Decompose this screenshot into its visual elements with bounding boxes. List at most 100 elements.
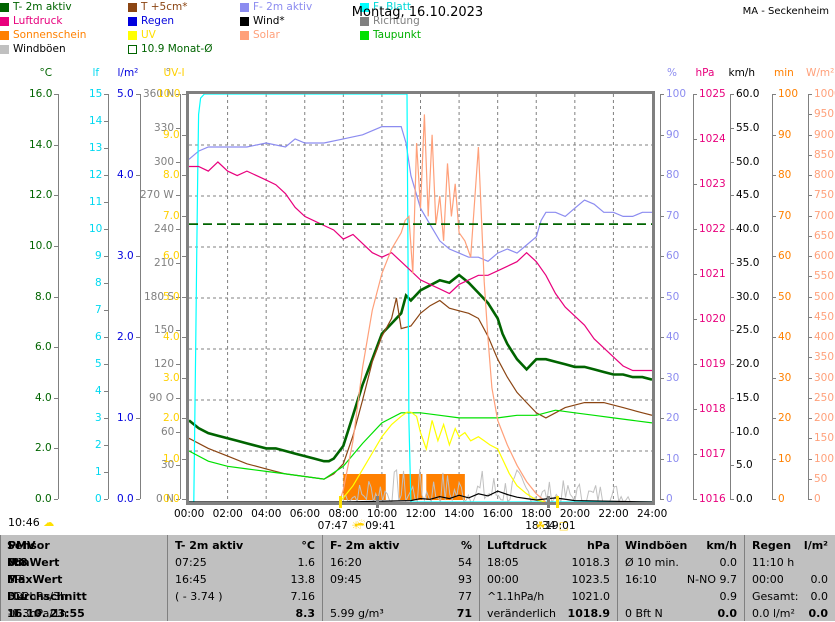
row-value: 54	[458, 556, 472, 569]
time-tick-label: 10:00	[366, 508, 398, 520]
axis-tick-mark	[693, 229, 697, 230]
legend-item-sonnenschein[interactable]: Sonnenschein	[0, 29, 128, 41]
axis-tick-direction: 240	[154, 223, 175, 235]
legend-swatch-icon	[0, 16, 9, 26]
axis-tick-mark	[693, 139, 697, 140]
axis-unit-uv-index: UV-I	[163, 67, 185, 79]
axis-tick-sunshine: 30	[778, 372, 792, 384]
axis-tick-celsius: 14.0	[29, 139, 53, 151]
axis-tick-mark	[104, 121, 108, 122]
axis-tick-mark	[182, 216, 186, 217]
axis-tick-rain: 0.0	[117, 493, 134, 505]
axis-tick-pressure: 1019	[699, 358, 726, 370]
summary-table: Sensor MinWert MaxWert Durchschnitt 16.10. 2…	[0, 534, 835, 621]
marker-label: 07:47	[317, 520, 348, 532]
axis-line-solar	[808, 94, 809, 499]
row-label: 11:10 h	[752, 556, 795, 569]
axis-line-celsius	[58, 94, 59, 499]
legend-item-t-plus-5cm[interactable]: T +5cm*	[128, 1, 240, 13]
axis-tick-uv-index: 8.0	[163, 169, 180, 181]
axis-tick-percent: 80	[666, 169, 680, 181]
axis-tick-mark	[693, 319, 697, 320]
axis-tick-mark	[693, 409, 697, 410]
rain-column: Regen l/m² 11:10 h 00:00 0.0 Gesamt: 0.0 0.0 l/…	[744, 535, 835, 621]
legend-item-richtung[interactable]: Richtung	[360, 15, 470, 27]
time-tick-label: 04:00	[251, 508, 282, 520]
row-label: 0.0 l/m²	[752, 607, 795, 620]
row-value: 0.0	[719, 556, 738, 569]
table-row: MaxWert	[0, 571, 167, 588]
row-value: 0.0	[717, 607, 738, 620]
axis-tick-sunshine: 40	[778, 331, 792, 343]
axis-tick-percent: 10	[666, 453, 680, 465]
column-header-label: PMV 0:8	[8, 539, 36, 569]
column-header-label: F- 2m aktiv	[330, 539, 400, 552]
legend-item-regen[interactable]: Regen	[128, 15, 240, 27]
legend-swatch-icon	[360, 30, 369, 40]
axis-tick-mark	[104, 94, 108, 95]
legend-item-solar[interactable]: Solar	[240, 29, 360, 41]
legend-item-luftdruck[interactable]: Luftdruck	[0, 15, 128, 27]
axis-tick-mark	[772, 216, 776, 217]
column-header-label: T- 2m aktiv	[175, 539, 244, 552]
plot-canvas[interactable]	[189, 94, 652, 502]
legend-item-wind[interactable]: Wind*	[240, 15, 360, 27]
legend-swatch-icon	[240, 2, 249, 12]
axis-tick-celsius: 0.0	[35, 493, 52, 505]
row-value: 1018.9	[567, 607, 610, 620]
legend-item-uv[interactable]: UV	[128, 29, 240, 41]
legend-item-f-2m-aktiv[interactable]: F- 2m aktiv	[240, 1, 360, 13]
legend-item-taupunkt[interactable]: Taupunkt	[360, 29, 470, 41]
series-F- Blatt	[189, 94, 652, 502]
axis-tick-mark	[808, 317, 812, 318]
axis-line-direction	[180, 94, 181, 499]
table-row: MinWert	[0, 554, 167, 571]
axis-tick-uv-index: 7.0	[163, 210, 180, 222]
axis-tick-windspeed: 55.0	[736, 122, 760, 134]
legend-swatch-icon	[360, 16, 369, 26]
axis-unit-rain: l/m²	[117, 67, 139, 79]
axis-tick-mark	[730, 229, 734, 230]
axis-tick-mark	[104, 310, 108, 311]
axis-tick-humidity: 6	[95, 331, 102, 343]
axis-tick-mark	[136, 94, 140, 95]
axis-tick-solar: 950	[814, 108, 835, 120]
legend-item-t-2m-aktiv[interactable]: T- 2m aktiv	[0, 1, 128, 13]
axis-tick-humidity: 0	[95, 493, 102, 505]
axis-tick-percent: 60	[666, 250, 680, 262]
legend-swatch-icon	[128, 44, 137, 54]
legend-item-monats-mittel[interactable]: 10.9 Monat-Ø	[128, 43, 240, 55]
table-row: 09:45 93	[323, 571, 479, 588]
axis-tick-rain: 3.0	[117, 250, 134, 262]
axis-tick-uv-index: 1.0	[163, 453, 180, 465]
axis-tick-mark	[772, 499, 776, 500]
umbrella-icon: ☔	[355, 520, 366, 532]
axis-tick-mark	[176, 229, 180, 230]
axis-tick-windspeed: 50.0	[736, 156, 760, 168]
pressure-column: Luftdruck hPa 18:05 1018.3 00:00 1023.5 ^1.1hP…	[479, 535, 617, 621]
axis-unit-windspeed: km/h	[728, 67, 756, 79]
axis-tick-celsius: 12.0	[29, 189, 53, 201]
axis-tick-mark	[104, 202, 108, 203]
daylight-marker-tick	[375, 496, 379, 508]
table-row: 0.0 l/m² 0.0	[745, 605, 835, 622]
axis-tick-mark	[660, 216, 664, 217]
daylight-marker: ☔09:41	[356, 520, 396, 532]
axis-tick-mark	[136, 499, 140, 500]
legend-item-f-blatt[interactable]: F- Blatt	[360, 1, 470, 13]
axis-tick-mark	[772, 94, 776, 95]
axis-tick-windspeed: 10.0	[736, 426, 760, 438]
axis-tick-mark	[730, 330, 734, 331]
table-row: Gesamt: 0.0	[745, 588, 835, 605]
axis-tick-mark	[54, 499, 58, 500]
time-tick-label: 00:00	[174, 508, 205, 520]
axis-tick-solar: 100	[814, 453, 835, 465]
axis-tick-humidity: 14	[89, 115, 103, 127]
cloud-icon: ☁	[43, 516, 55, 529]
axis-unit-sunshine: min	[774, 67, 794, 79]
axis-tick-mark	[730, 499, 734, 500]
axis-tick-direction: 180 S	[144, 291, 175, 303]
legend-item-windboeen[interactable]: Windböen	[0, 43, 128, 55]
axis-tick-uv-index: 6.0	[163, 250, 180, 262]
axis-tick-sunshine: 100	[778, 88, 799, 100]
